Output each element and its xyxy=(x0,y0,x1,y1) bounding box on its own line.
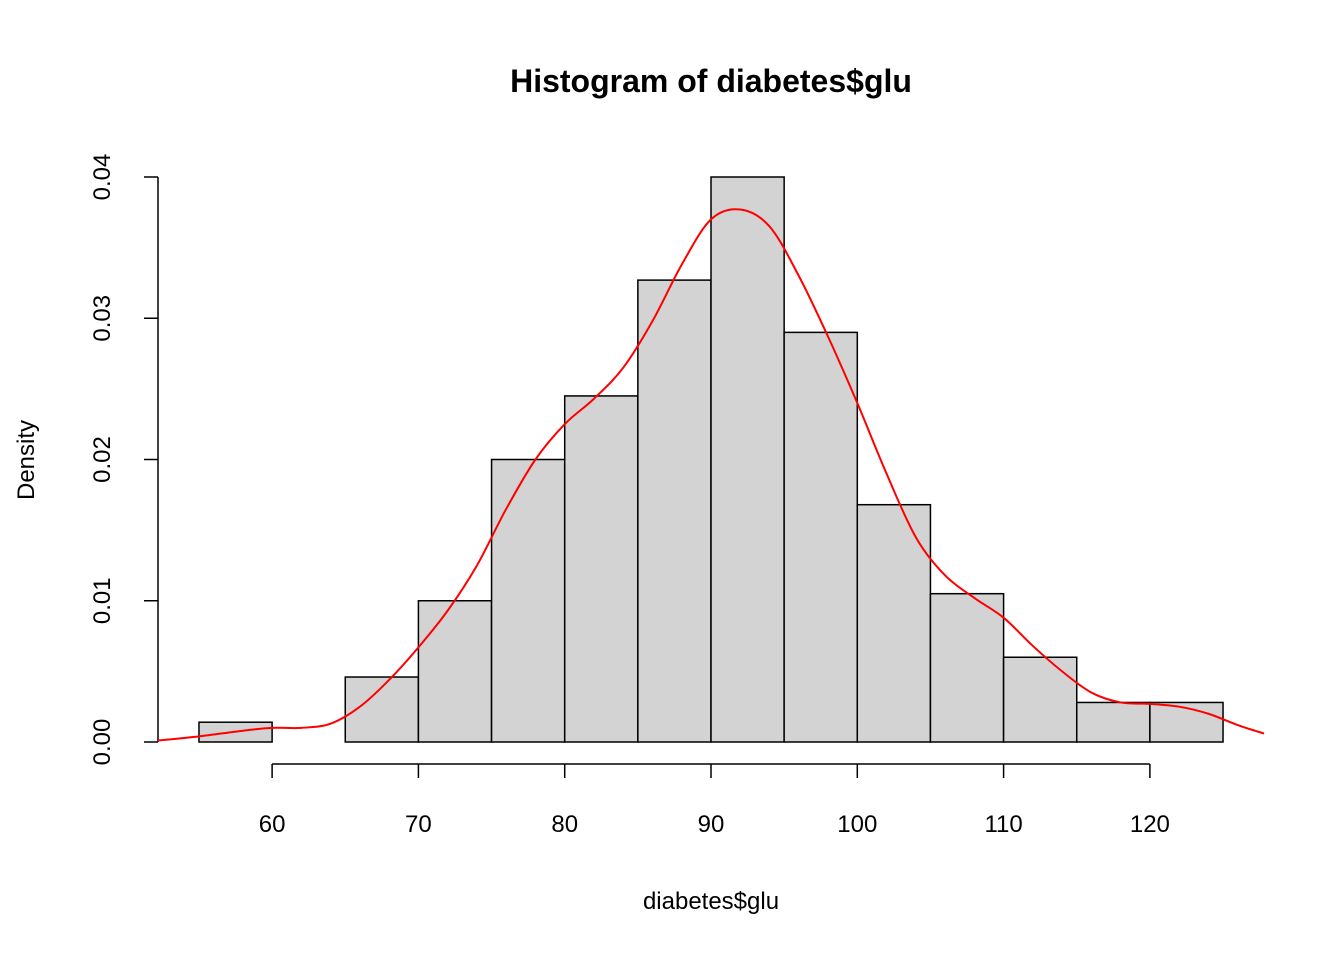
x-tick-label: 120 xyxy=(1130,811,1170,838)
y-tick-label: 0.04 xyxy=(89,154,116,201)
x-axis-label: diabetes$glu xyxy=(643,888,779,915)
histogram-bar xyxy=(563,395,639,743)
histogram-bar xyxy=(783,331,859,743)
histogram-bar xyxy=(1075,701,1151,743)
histogram-bar xyxy=(490,458,566,743)
histogram-bar xyxy=(929,592,1005,743)
density-curve xyxy=(157,208,1265,742)
histogram-bar xyxy=(417,600,493,743)
x-tick-label: 100 xyxy=(837,811,877,838)
y-tick-label: 0.00 xyxy=(89,719,116,766)
y-axis-label: Density xyxy=(13,420,40,500)
histogram-bar xyxy=(710,176,785,743)
y-tick-label: 0.01 xyxy=(89,577,116,624)
histogram-bars xyxy=(198,176,1224,743)
x-tick-label: 60 xyxy=(259,811,286,838)
x-tick-label: 80 xyxy=(551,811,578,838)
histogram-bar xyxy=(1002,656,1078,743)
x-tick-label: 70 xyxy=(405,811,432,838)
x-tick-label: 110 xyxy=(984,811,1022,838)
y-axis: 0.00 0.01 0.02 0.03 0.04 xyxy=(89,154,159,766)
x-axis: 60 70 80 90 100 110 120 xyxy=(259,763,1170,838)
histogram-bar xyxy=(856,503,932,743)
y-tick-label: 0.03 xyxy=(89,295,116,342)
x-tick-label: 90 xyxy=(698,811,725,838)
y-tick-label: 0.02 xyxy=(89,436,116,483)
chart-title: Histogram of diabetes$glu xyxy=(510,63,912,99)
histogram-bar xyxy=(637,279,712,743)
